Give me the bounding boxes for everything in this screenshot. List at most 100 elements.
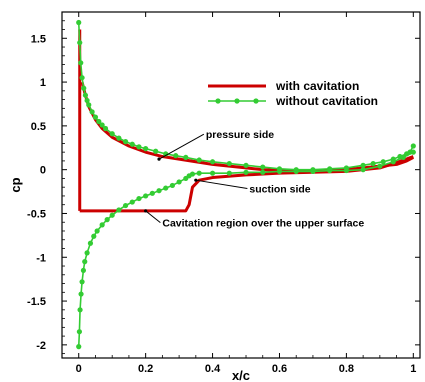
data-point — [81, 85, 87, 91]
data-point — [129, 199, 135, 205]
data-point — [122, 202, 129, 209]
data-point — [109, 131, 115, 137]
y-tick-label: -0.5 — [27, 208, 46, 220]
y-tick-label: 1.5 — [31, 33, 46, 45]
data-point — [169, 182, 176, 189]
data-point — [91, 233, 97, 239]
data-point — [390, 159, 396, 165]
series-line — [77, 151, 414, 347]
data-point — [78, 291, 84, 297]
plot-frame — [61, 11, 421, 359]
data-point — [410, 143, 416, 149]
data-point — [377, 163, 383, 169]
data-point — [163, 185, 169, 191]
data-point — [226, 170, 232, 176]
annotation-arrow-tip — [144, 209, 148, 213]
x-axis-title: x/c — [232, 368, 250, 382]
legend-marker — [215, 98, 221, 104]
data-point — [183, 154, 189, 161]
data-point — [84, 250, 90, 256]
annotation-label: suction side — [249, 183, 310, 195]
data-point — [87, 240, 94, 246]
data-point — [82, 92, 89, 98]
data-point — [77, 40, 83, 46]
x-tick-label: 0.6 — [272, 363, 287, 375]
data-point — [196, 170, 202, 176]
y-tick-label: -2 — [36, 340, 46, 352]
y-tick-label: 0.5 — [31, 121, 46, 133]
data-point — [102, 125, 109, 132]
data-point — [136, 195, 142, 202]
data-point — [89, 109, 95, 115]
data-point — [276, 168, 283, 175]
data-point — [310, 168, 316, 175]
y-tick-label: 1 — [40, 77, 46, 89]
data-point — [129, 141, 135, 147]
data-point — [196, 157, 202, 163]
data-point — [360, 167, 366, 173]
data-point — [82, 259, 88, 265]
data-point — [176, 179, 182, 185]
data-point — [80, 267, 87, 274]
data-point — [260, 169, 266, 175]
data-point — [99, 122, 105, 128]
data-point — [116, 207, 122, 213]
y-tick-label: -1 — [36, 252, 46, 264]
data-point — [173, 153, 179, 159]
annotation-label: Cavitation region over the upper surface — [162, 218, 364, 230]
data-point — [116, 135, 122, 141]
series-without-cavitation — [76, 19, 416, 350]
data-point — [343, 167, 349, 174]
y-axis-title: cp — [8, 177, 23, 192]
data-point — [94, 228, 100, 234]
data-point — [293, 168, 299, 175]
legend-marker — [234, 98, 240, 104]
data-point — [156, 188, 162, 194]
data-point — [360, 162, 366, 168]
data-point — [92, 114, 99, 120]
annotation-label: pressure side — [206, 129, 274, 141]
annotation-arrow — [158, 133, 205, 160]
x-tick-label: 0.8 — [339, 363, 354, 375]
data-point — [79, 75, 85, 81]
data-point — [79, 279, 85, 285]
annotation-arrow — [145, 210, 161, 223]
data-point — [96, 118, 102, 125]
data-point — [243, 169, 249, 175]
y-tick-label: 0 — [40, 165, 46, 177]
x-tick-label: 0.4 — [205, 363, 221, 375]
y-tick-label: -1.5 — [27, 296, 46, 308]
legend-marker — [253, 98, 259, 104]
annotation-arrow-tip — [157, 157, 161, 161]
data-point — [410, 149, 416, 155]
series-with-cavitation — [78, 29, 415, 213]
data-point — [370, 160, 376, 167]
x-tick-label: 0 — [76, 363, 82, 375]
data-point — [76, 329, 82, 335]
x-tick-label: 0.2 — [138, 363, 153, 375]
data-point — [76, 19, 82, 26]
data-point — [122, 139, 129, 145]
data-point — [400, 154, 406, 161]
data-point — [226, 160, 232, 167]
data-point — [153, 148, 159, 154]
legend-label: without cavitation — [275, 94, 378, 108]
data-point — [209, 170, 216, 176]
data-point — [104, 217, 110, 223]
data-point — [260, 164, 266, 170]
data-point — [149, 190, 155, 196]
annotation-arrow-tip — [194, 178, 198, 182]
data-point — [109, 212, 115, 218]
data-point — [380, 159, 386, 165]
data-point — [99, 222, 105, 228]
data-point — [78, 60, 84, 66]
data-point — [86, 102, 92, 108]
data-point — [243, 162, 249, 168]
data-point — [143, 193, 149, 199]
data-point — [77, 307, 83, 313]
data-point — [136, 144, 142, 150]
data-point — [76, 344, 82, 350]
data-point — [327, 167, 333, 174]
